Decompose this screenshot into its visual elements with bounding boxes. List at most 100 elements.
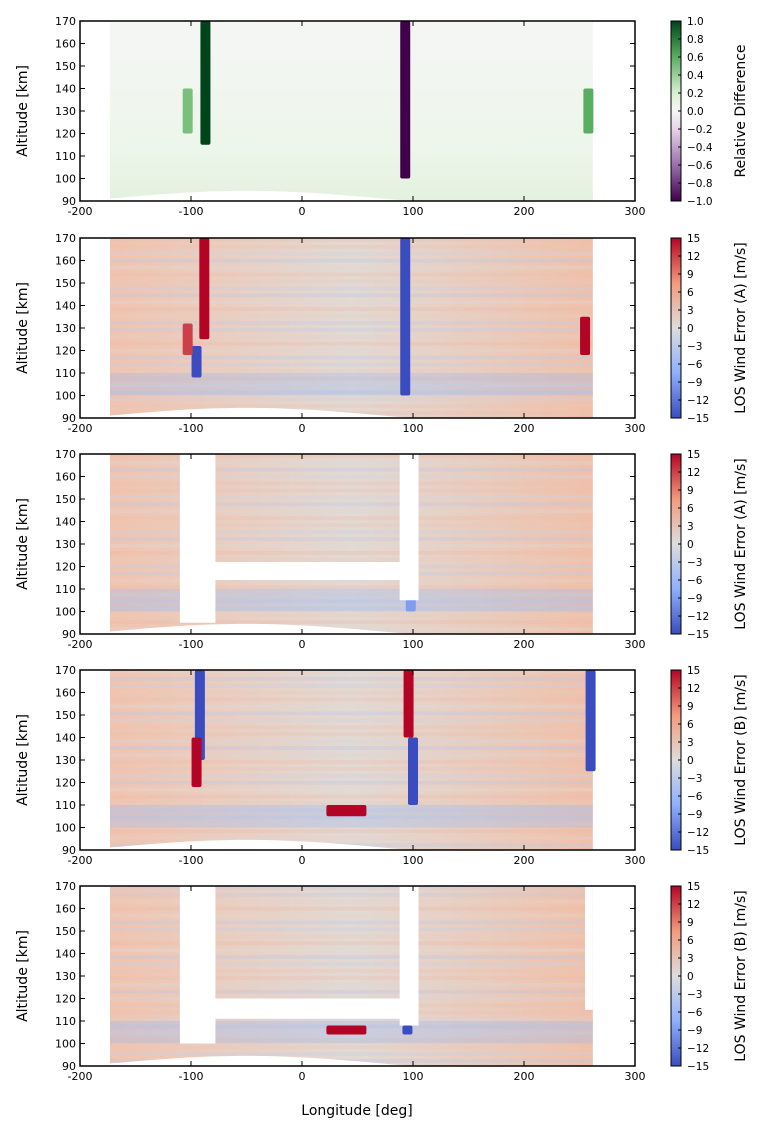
y-tick-label: 130: [55, 970, 76, 983]
heatmap-band: [109, 683, 593, 688]
x-tick-label: 300: [625, 1070, 646, 1083]
y-tick-label: 110: [55, 799, 76, 812]
heatmap-band: [109, 934, 593, 939]
x-tick-label: 100: [403, 1070, 424, 1083]
colorbar-tick-label: 0.6: [687, 52, 704, 64]
y-tick-label: 170: [55, 664, 76, 677]
colorbar-tick-label: 9: [687, 269, 694, 281]
x-tick-label: -100: [179, 854, 204, 867]
heatmap-band: [109, 886, 593, 890]
heatmap-band: [109, 920, 593, 925]
heatmap-band: [109, 373, 593, 396]
y-tick-label: 120: [55, 993, 76, 1006]
heatmap-band: [109, 676, 593, 681]
colorbar-tick-label: 6: [687, 719, 694, 731]
heatmap-band: [109, 892, 593, 897]
heatmap-band: [109, 585, 593, 590]
y-tick-label: 140: [55, 300, 76, 313]
x-tick-label: 300: [625, 638, 646, 651]
y-tick-label: 110: [55, 150, 76, 163]
heatmap-band: [109, 321, 593, 325]
heatmap-feature: [403, 670, 414, 738]
heatmap-band: [109, 272, 593, 277]
heatmap-band: [109, 718, 593, 723]
masked-region: [109, 407, 593, 418]
colorbar-tick-label: −3: [687, 341, 702, 353]
heatmap-band: [109, 732, 593, 737]
y-axis-label: Altitude [km]: [15, 930, 31, 1022]
heatmap-band: [109, 279, 593, 284]
colorbar-label: LOS Wind Error (B) [m/s]: [733, 890, 749, 1061]
heatmap-band: [109, 307, 593, 312]
y-tick-label: 100: [55, 822, 76, 835]
y-tick-label: 120: [55, 777, 76, 790]
y-tick-label: 120: [55, 128, 76, 141]
masked-region: [109, 839, 593, 850]
x-tick-label: -200: [68, 422, 93, 435]
colorbar-tick-label: 3: [687, 953, 694, 965]
heatmap-feature: [182, 88, 193, 134]
x-tick-label: 0: [299, 854, 306, 867]
colorbar-tick-label: −9: [687, 593, 702, 605]
heatmap-band: [109, 509, 593, 514]
colorbar-tick-label: 9: [687, 485, 694, 497]
heatmap-band: [109, 293, 593, 298]
colorbar-tick-label: 12: [687, 683, 700, 695]
heatmap-feature: [583, 88, 594, 134]
x-axis-label: Longitude [deg]: [301, 1103, 412, 1119]
heatmap-band: [109, 544, 593, 548]
x-tick-label: 300: [625, 422, 646, 435]
masked-region: [109, 190, 593, 201]
heatmap-band: [109, 383, 593, 388]
masked-region: [109, 623, 593, 634]
heatmap-field: [109, 21, 593, 201]
heatmap-field: [109, 670, 593, 850]
heatmap-band: [109, 578, 593, 583]
heatmap-band: [109, 286, 593, 291]
colorbar-tick-label: −12: [687, 827, 709, 839]
colorbar-tick-label: 9: [687, 917, 694, 929]
colorbar-tick-label: −15: [687, 1061, 709, 1073]
y-tick-label: 110: [55, 583, 76, 596]
heatmap-band: [109, 760, 593, 764]
heatmap-band: [109, 787, 593, 792]
y-tick-label: 90: [62, 412, 76, 425]
heatmap-band: [109, 697, 593, 702]
y-tick-label: 100: [55, 173, 76, 186]
x-tick-label: -100: [179, 1070, 204, 1083]
y-tick-label: 170: [55, 232, 76, 245]
colorbar-label: LOS Wind Error (A) [m/s]: [733, 458, 749, 629]
heatmap-band: [109, 530, 593, 534]
heatmap-band: [109, 1052, 593, 1056]
x-tick-label: -200: [68, 205, 93, 218]
y-tick-label: 160: [55, 255, 76, 268]
colorbar-tick-label: 3: [687, 305, 694, 317]
y-tick-label: 90: [62, 844, 76, 857]
x-tick-label: 100: [403, 854, 424, 867]
y-tick-label: 110: [55, 367, 76, 380]
colorbar-label: LOS Wind Error (A) [m/s]: [733, 242, 749, 413]
colorbar-tick-label: 15: [687, 449, 700, 461]
y-tick-label: 150: [55, 925, 76, 938]
colorbar-tick-label: −6: [687, 791, 703, 803]
heatmap-band: [109, 746, 593, 750]
masked-region: [399, 886, 419, 1026]
x-tick-label: 100: [403, 205, 424, 218]
x-tick-label: 100: [403, 638, 424, 651]
heatmap-band: [109, 822, 593, 827]
heatmap-band: [109, 927, 593, 932]
colorbar-tick-label: −0.6: [687, 160, 713, 172]
colorbar-tick-label: −12: [687, 611, 709, 623]
y-tick-label: 170: [55, 448, 76, 461]
x-tick-label: -200: [68, 854, 93, 867]
masked-region: [213, 998, 402, 1019]
x-tick-label: 200: [514, 638, 535, 651]
y-tick-label: 130: [55, 754, 76, 767]
y-tick-label: 120: [55, 561, 76, 574]
y-tick-label: 90: [62, 628, 76, 641]
x-tick-label: 0: [299, 422, 306, 435]
x-tick-label: -100: [179, 422, 204, 435]
y-tick-label: 160: [55, 38, 76, 51]
x-tick-label: 200: [514, 422, 535, 435]
panel-2: -200 -100 0 100 200 3009010011012013014015016…: [15, 232, 749, 435]
